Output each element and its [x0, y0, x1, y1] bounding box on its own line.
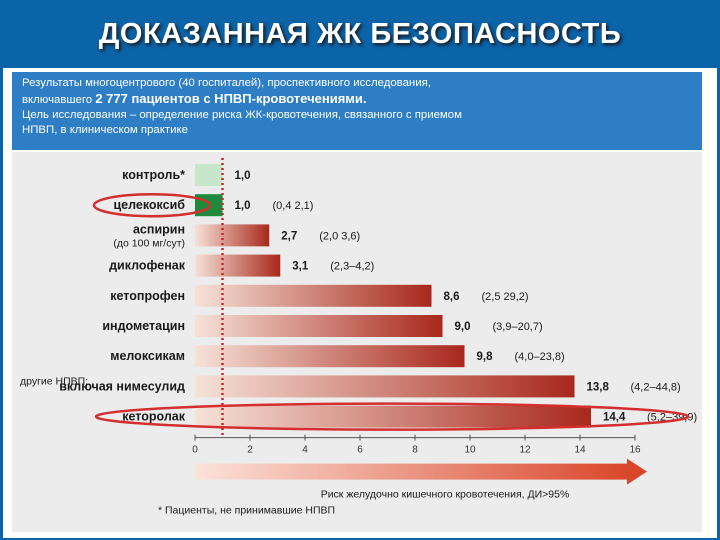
header-line-2: включавшего 2 777 пациентов с НПВП-крово…: [22, 91, 692, 108]
ci-label-4: (2,5 29,2): [482, 291, 529, 303]
ci-label-6: (4,0–23,8): [515, 351, 565, 363]
x-tick-label-8: 16: [629, 445, 641, 456]
x-tick-label-3: 6: [357, 445, 363, 456]
category-sublabel-2: (до 100 мг/сут): [113, 237, 185, 249]
x-tick-label-1: 2: [247, 445, 253, 456]
highlight-celecoxib: [92, 192, 212, 218]
ci-label-5: (3,9–20,7): [493, 321, 543, 333]
other-nsaid-prefix: другие НПВП:: [20, 375, 88, 387]
header-line-2-strong: 2 777 пациентов с НПВП-кровотечениями.: [95, 91, 367, 106]
x-tick-label-5: 10: [464, 445, 476, 456]
footnote: * Пациенты, не принимавшие НПВП: [158, 505, 335, 517]
x-tick-label-2: 4: [302, 445, 308, 456]
chart-frame: контроль* 1,0 целекоксиб 1,0 (0,4 2,1) аспири…: [12, 152, 702, 532]
bar-2: [195, 224, 270, 247]
category-label-6: мелоксикам: [110, 349, 185, 363]
category-label-1: целекоксиб: [113, 198, 185, 212]
category-label-4: кетопрофен: [110, 289, 185, 303]
category-label-7: включая нимесулид: [59, 379, 185, 393]
value-label-6: 9,8: [477, 351, 494, 363]
value-label-0: 1,0: [235, 170, 251, 182]
category-label-5: индометацин: [102, 319, 185, 333]
x-tick-label-0: 0: [192, 445, 198, 456]
value-label-2: 2,7: [281, 230, 297, 242]
ci-label-2: (2,0 3,6): [319, 230, 360, 242]
slide-title: ДОКАЗАННАЯ ЖК БЕЗОПАСНОСТЬ: [98, 18, 622, 50]
bars-layer: контроль* 1,0 целекоксиб 1,0 (0,4 2,1) аспири…: [59, 158, 697, 436]
value-label-8: 14,4: [603, 412, 626, 424]
bar-3: [195, 254, 281, 277]
value-label-4: 8,6: [444, 291, 460, 303]
x-axis-title: Риск желудочно кишечного кровотечения, Д…: [321, 489, 570, 501]
value-label-3: 3,1: [292, 261, 309, 273]
x-tick-label-4: 8: [412, 445, 418, 456]
ci-label-1: (0,4 2,1): [273, 200, 314, 212]
value-label-1: 1,0: [235, 200, 251, 212]
risk-arrow-head: [627, 458, 647, 485]
header-line-4: НПВП, в клиническом практике: [22, 124, 188, 136]
bar-4: [195, 284, 432, 307]
ci-label-7: (4,2–44,8): [631, 381, 681, 393]
x-tick-label-6: 12: [519, 445, 531, 456]
header-line-1: Результаты многоцентрового (40 госпитале…: [22, 77, 431, 89]
value-label-7: 13,8: [587, 381, 610, 393]
category-label-8: кеторолак: [122, 410, 185, 424]
category-label-3: диклофенак: [109, 259, 186, 273]
x-axis: 0 2 4 6 8 10 12 14 16: [192, 434, 647, 485]
bar-6: [195, 345, 465, 368]
category-label-2: аспирин: [133, 222, 185, 236]
study-description-box: Результаты многоцентрового (40 госпитале…: [12, 72, 702, 150]
bar-7: [195, 375, 575, 398]
header-line-2-prefix: включавшего: [22, 94, 96, 106]
risk-bar-chart: контроль* 1,0 целекоксиб 1,0 (0,4 2,1) аспири…: [20, 158, 697, 517]
x-tick-label-7: 14: [574, 445, 586, 456]
header-line-3: Цель исследования – определение риска ЖК…: [22, 109, 462, 121]
ci-label-3: (2,3–4,2): [330, 261, 374, 273]
category-label-0: контроль*: [122, 168, 185, 182]
highlight-ketorolac: [94, 402, 690, 431]
bar-5: [195, 315, 443, 337]
bar-0: [195, 164, 223, 186]
bar-8: [195, 405, 591, 428]
risk-arrow-shaft: [195, 463, 629, 480]
value-label-5: 9,0: [455, 321, 471, 333]
